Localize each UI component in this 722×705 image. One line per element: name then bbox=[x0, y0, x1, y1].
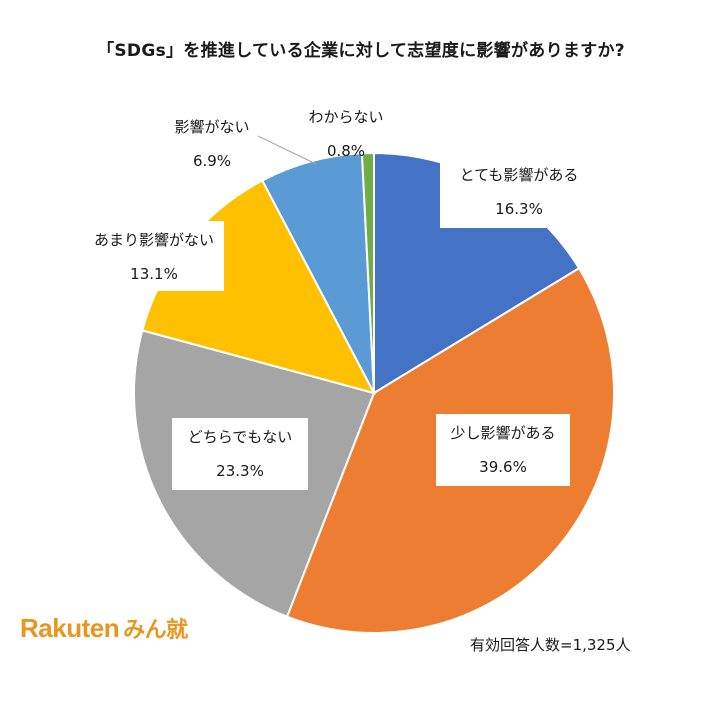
slice-label-4-value: 6.9% bbox=[192, 152, 232, 170]
leader-line bbox=[257, 135, 317, 165]
logo-sub: みん就 bbox=[123, 617, 188, 642]
rakuten-minshu-logo: Rakuten みん就 bbox=[20, 612, 188, 644]
slice-label-3-name: あまり影響がない bbox=[93, 231, 214, 249]
slice-label-5-value: 0.8% bbox=[326, 142, 366, 160]
slice-label-4: 影響がない 6.9% bbox=[164, 110, 260, 178]
slice-label-4-name: 影響がない bbox=[174, 118, 250, 136]
slice-label-2-name: どちらでもない bbox=[187, 428, 293, 446]
respondent-count: 有効回答人数=1,325人 bbox=[470, 636, 631, 654]
slice-label-1: 少し影響がある 39.6% bbox=[436, 414, 570, 486]
slice-label-1-name: 少し影響がある bbox=[450, 424, 556, 442]
slice-label-3-value: 13.1% bbox=[130, 265, 178, 283]
chart-title: 「SDGs」を推進している企業に対して志望度に影響がありますか? bbox=[97, 41, 625, 61]
slice-label-5: わからない 0.8% bbox=[298, 100, 394, 168]
pie-slice-5 bbox=[360, 151, 375, 394]
slice-label-5-name: わからない bbox=[308, 108, 384, 126]
slice-label-0-value: 16.3% bbox=[495, 200, 543, 218]
slice-label-0-name: とても影響がある bbox=[459, 166, 579, 184]
logo-brand: Rakuten bbox=[20, 613, 120, 643]
slice-label-0: とても影響がある 16.3% bbox=[440, 156, 598, 228]
slice-label-3: あまり影響がない 13.1% bbox=[84, 221, 224, 291]
slice-label-2: どちらでもない 23.3% bbox=[172, 418, 308, 490]
slice-label-2-value: 23.3% bbox=[216, 462, 264, 480]
slice-label-1-value: 39.6% bbox=[479, 458, 527, 476]
